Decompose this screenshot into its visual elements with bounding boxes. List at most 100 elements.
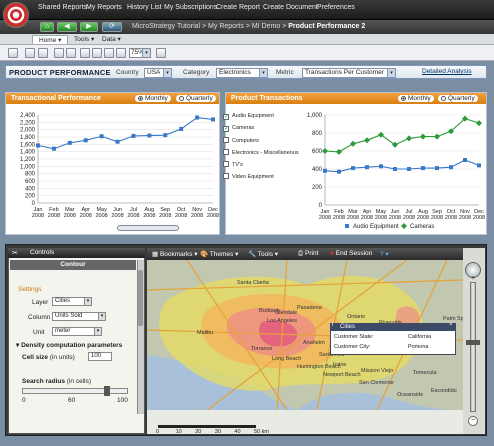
back-button[interactable]: ◀ [57,22,77,32]
detailed-analysis-link[interactable]: Detailed Analysis [422,68,472,75]
themes-button[interactable]: 🎨 Themes ▾ [200,250,238,258]
forward-button[interactable]: ▶ [80,22,98,32]
country-label: Country [116,69,139,76]
zoom-thumb[interactable] [466,340,480,345]
print-icon[interactable] [80,48,90,58]
checkbox-icon[interactable] [223,173,229,179]
data-point [116,140,120,144]
email-icon[interactable] [38,48,48,58]
quarterly-radio[interactable]: Quarterly [438,95,478,102]
zoom-slider[interactable] [470,282,476,412]
product-checkbox-row[interactable]: TV's [223,161,243,168]
excel-icon[interactable] [104,48,114,58]
nav-history-list[interactable]: History List [127,4,162,11]
pdf-icon[interactable] [92,48,102,58]
tools-button[interactable]: 🔧 Tools ▾ [248,250,278,258]
quarterly-radio[interactable]: Quarterly [176,95,216,102]
layer-select[interactable]: Cities ▾ [52,297,92,306]
print-button[interactable]: ⎙ Print [298,250,318,258]
nav-shared-reports[interactable]: Shared Reports [38,4,87,11]
scale-tick-label: 30 [215,429,221,435]
chart-scrollbar[interactable] [117,225,179,231]
zoom-select[interactable]: 75% ▾ [129,48,151,58]
refresh-button[interactable]: ⟳ [102,22,122,32]
country-select[interactable]: USA ▾ [144,68,172,78]
scale-tick-label: 0 [156,429,159,435]
checkbox-icon[interactable] [223,161,229,167]
page-icon[interactable] [116,48,126,58]
metric-select[interactable]: Transactions Per Customer ▾ [302,68,396,78]
info-icon: i [332,322,333,328]
slider-thumb[interactable] [104,386,110,396]
checkbox-icon[interactable]: ✓ [223,114,229,120]
nav-create-document[interactable]: Create Document [263,4,318,11]
y-tick-label: 800 [25,172,36,178]
data-point [211,117,215,121]
zoom-in-icon[interactable]: + [466,276,480,282]
unit-select[interactable]: meter ▾ [52,327,102,336]
product-checkbox-row[interactable]: Video Equipment [223,173,274,180]
checkbox-icon[interactable]: ✓ [223,126,229,132]
nav-my-subscriptions[interactable]: My Subscriptions [164,4,217,11]
y-tick-label: 1,800 [20,135,36,141]
panel-scroll-thumb[interactable] [138,270,143,326]
save-icon[interactable] [8,48,18,58]
map-place-label: Anaheim [303,340,325,346]
breadcrumb-path[interactable]: MicroStrategy Tutorial > My Reports > MI… [132,23,288,30]
product-label: Computers [232,138,259,144]
y-tick-label: 2,000 [20,128,36,134]
data-point [421,166,425,170]
x-tick-label: 2008 [473,215,485,221]
y-tick-label: 400 [25,186,36,192]
data-point [364,137,370,143]
monthly-radio[interactable]: Monthly [398,95,434,102]
radio-unchecked-icon [441,96,446,101]
data-point [379,164,383,168]
search-radius-slider[interactable] [22,388,128,394]
controls-header[interactable]: Controls [8,248,145,258]
nav-create-report[interactable]: Create Report [216,4,260,11]
legend-label: Cameras [410,224,434,230]
end-session-button[interactable]: ● End Session [330,250,372,257]
checkbox-icon[interactable] [223,137,229,143]
filter-bar: PRODUCT PERFORMANCE Country USA ▾ Categor… [5,65,487,79]
y-tick-label: 2,200 [20,120,36,126]
product-checkbox-row[interactable]: Computers [223,137,259,144]
product-checkbox-row[interactable]: Electronics - Miscellaneous [223,149,299,156]
x-tick-label: 2008 [459,215,471,221]
nav-my-reports[interactable]: My Reports [86,4,122,11]
cell-size-input[interactable]: 100 [88,352,112,361]
layer-label: Layer [32,299,48,306]
home-nav-button[interactable]: ⌂ [40,22,54,32]
scale-tick-label: 50 km [254,429,269,435]
product-checkbox-row[interactable]: ✓ Cameras [223,125,254,132]
slider-tick: 60 [68,397,75,404]
fit-page-icon[interactable] [156,48,166,58]
y-tick-label: 800 [312,131,323,137]
legend-marker [401,223,407,229]
nav-preferences[interactable]: Preferences [317,4,355,11]
bookmarks-button[interactable]: ▦ Bookmarks ▾ [152,250,198,258]
data-point [420,134,426,140]
column-select[interactable]: Units Sold ▾ [52,312,106,321]
app-logo[interactable] [3,2,29,28]
product-label: Cameras [232,125,254,131]
redo-icon[interactable] [66,48,76,58]
data-point [351,166,355,170]
category-select[interactable]: Electronics ▾ [216,68,268,78]
data-point [336,149,342,155]
undo-icon[interactable] [54,48,64,58]
density-label[interactable]: ▾ Density computation parameters [16,341,122,349]
checkbox-icon[interactable] [223,149,229,155]
series-line [325,119,479,152]
menu-home[interactable]: Home ▾ [32,35,68,44]
menu-data[interactable]: Data ▾ [96,35,127,44]
monthly-radio[interactable]: Monthly [135,95,171,102]
data-point [131,134,135,138]
close-icon[interactable]: × [449,322,453,328]
export-icon[interactable] [25,48,35,58]
zoom-out-icon[interactable]: − [468,416,478,426]
radio-checked-icon [138,96,143,101]
product-checkbox-row[interactable]: ✓ Audio Equipment [223,113,274,120]
help-icon[interactable]: ? ▾ [380,250,389,258]
